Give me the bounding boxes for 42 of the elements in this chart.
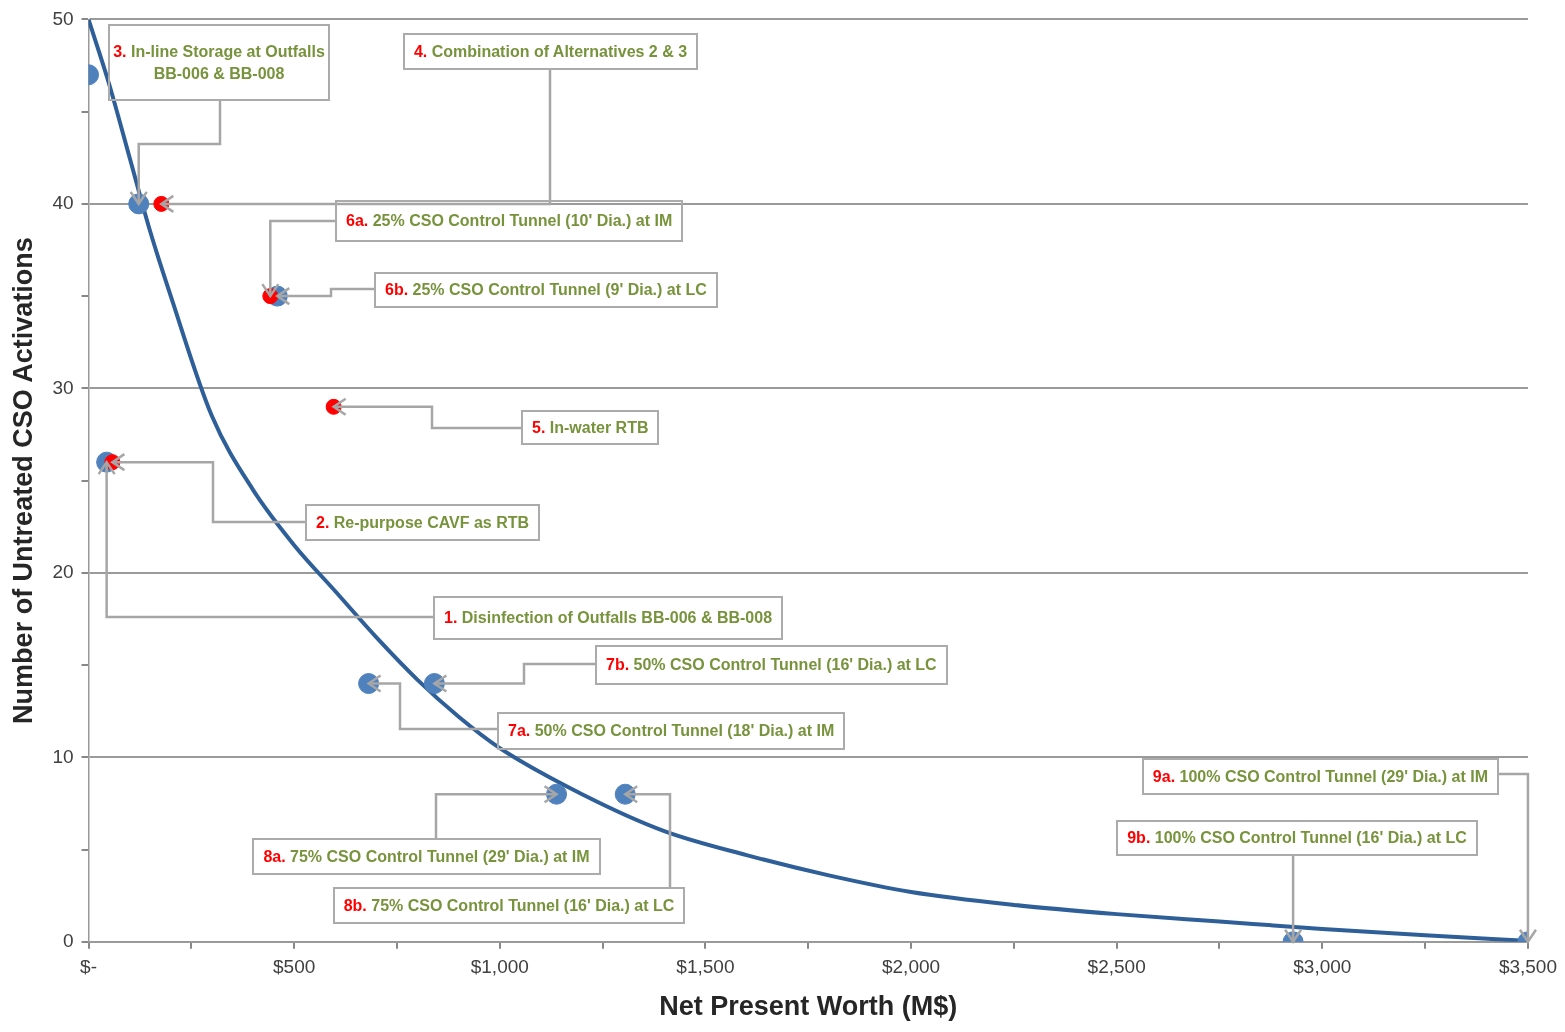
y-tick-label: 20 xyxy=(52,561,74,583)
annotation: 8b. 75% CSO Control Tunnel (16' Dia.) at LC xyxy=(343,895,675,916)
callout-box: 9a. 100% CSO Control Tunnel (29' Dia.) at IM xyxy=(1141,758,1499,795)
callout-box: 6b. 25% CSO Control Tunnel (9' Dia.) at LC xyxy=(374,272,718,308)
callout-box: 9b. 100% CSO Control Tunnel (16' Dia.) at LC xyxy=(1116,820,1478,856)
annotation: 4. Combination of Alternatives 2 & 3 xyxy=(413,41,688,62)
annotation: 9b. 100% CSO Control Tunnel (16' Dia.) at LC xyxy=(1127,828,1467,849)
annotation: 3. In-line Storage at Outfalls BB-006 & BB-008 xyxy=(112,41,326,84)
callout-box: 1. Disinfection of Outfalls BB-006 & BB-008 xyxy=(433,596,784,640)
callout-box: 7b. 50% CSO Control Tunnel (16' Dia.) at LC xyxy=(595,645,948,685)
annotation: 9a. 100% CSO Control Tunnel (29' Dia.) at IM xyxy=(1152,766,1488,787)
annotation: 7b. 50% CSO Control Tunnel (16' Dia.) at LC xyxy=(606,655,937,676)
annotation: 6b. 25% CSO Control Tunnel (9' Dia.) at LC xyxy=(385,280,707,301)
x-tick-label: $- xyxy=(80,956,97,978)
x-tick-label: $3,000 xyxy=(1293,956,1352,978)
annotation: 5. In-water RTB xyxy=(532,417,649,438)
y-tick-label: 0 xyxy=(62,930,74,952)
y-tick-label: 40 xyxy=(52,192,74,214)
y-axis-title: Number of Untreated CSO Activations xyxy=(7,237,38,724)
x-tick-label: $2,500 xyxy=(1087,956,1146,978)
annotation: 2. Re-purpose CAVF as RTB xyxy=(316,512,530,533)
callout-box: 8b. 75% CSO Control Tunnel (16' Dia.) at LC xyxy=(332,887,686,924)
callout-box: 7a. 50% CSO Control Tunnel (18' Dia.) at IM xyxy=(497,712,846,750)
y-tick-label: 50 xyxy=(52,7,74,29)
callout-box: 6a. 25% CSO Control Tunnel (10' Dia.) at IM xyxy=(335,200,684,242)
x-tick-label: $2,000 xyxy=(881,956,941,978)
x-axis-title: Net Present Worth (M$) xyxy=(659,991,958,1022)
callout-box: 4. Combination of Alternatives 2 & 3 xyxy=(402,33,699,70)
callout-box: 2. Re-purpose CAVF as RTB xyxy=(305,504,541,541)
y-tick-label: 10 xyxy=(52,745,74,767)
x-tick-label: $1,000 xyxy=(470,956,529,978)
x-tick-label: $3,500 xyxy=(1498,956,1558,978)
annotation: 8a. 75% CSO Control Tunnel (29' Dia.) at IM xyxy=(263,846,590,867)
y-tick-label: 30 xyxy=(52,376,74,398)
x-tick-label: $500 xyxy=(273,956,316,978)
annotation: 6a. 25% CSO Control Tunnel (10' Dia.) at IM xyxy=(346,211,673,232)
callout-box: 8a. 75% CSO Control Tunnel (29' Dia.) at IM xyxy=(252,838,601,875)
x-tick-label: $1,500 xyxy=(676,956,735,978)
callout-box: 5. In-water RTB xyxy=(521,410,660,445)
callout-box: 3. In-line Storage at Outfalls BB-006 & BB-008 xyxy=(108,24,330,101)
annotation: 7a. 50% CSO Control Tunnel (18' Dia.) at IM xyxy=(508,721,835,742)
annotation: 1. Disinfection of Outfalls BB-006 & BB-008 xyxy=(444,608,773,629)
